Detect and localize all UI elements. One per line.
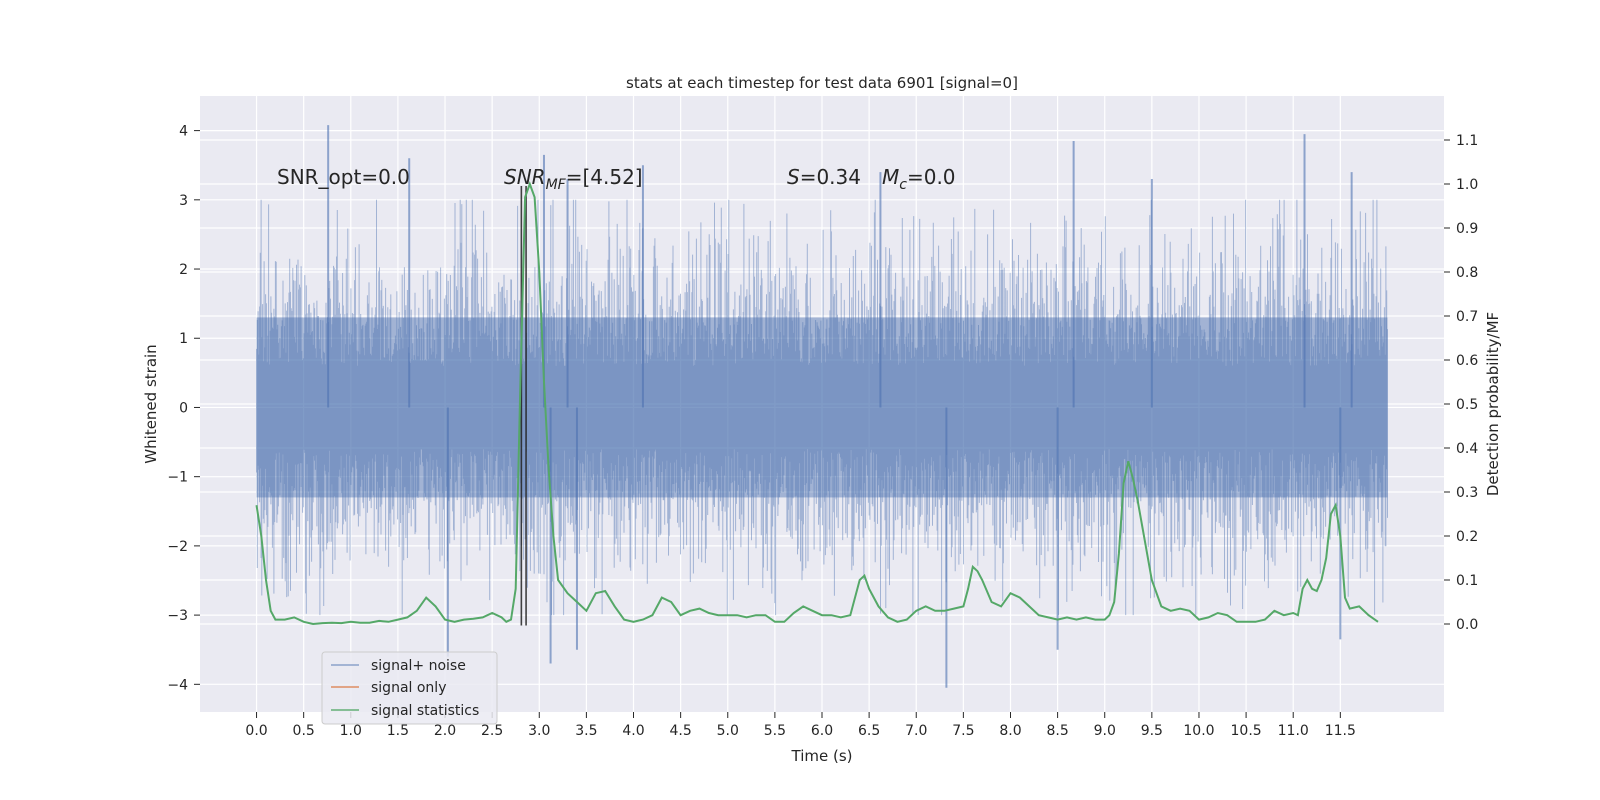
x-tick-label: 2.0 (434, 723, 456, 739)
x-tick-label: 9.0 (1094, 723, 1116, 739)
annotation-snr-mf-sub: MF (546, 177, 567, 193)
x-tick-label: 7.5 (952, 723, 974, 739)
signal-statistics-line (255, 181, 1379, 626)
legend-box (321, 651, 498, 725)
y2-tick-label: 0.8 (1456, 265, 1478, 281)
annotation-snr-mf: SNRMF=[4.52] (504, 165, 643, 193)
vertical-markers (520, 185, 527, 626)
y-axis-label: Whitened strain (142, 344, 160, 463)
y-tick-label: 2 (179, 262, 188, 278)
x-tick-label: 7.0 (905, 723, 927, 739)
legend-label-signal-noise: signal+ noise (371, 658, 466, 674)
y2-axis-label: Detection probability/MF (1484, 312, 1502, 496)
x-axis-label: Time (s) (791, 747, 853, 765)
y2-tick-label: 0.6 (1456, 353, 1478, 369)
annotation-snr-mf-value: =[4.52] (566, 165, 643, 189)
annotation-mc: Mc=0.0 (882, 165, 956, 193)
annotations: SNR_opt=0.0 SNRMF=[4.52] S=0.34 Mc=0.0 (277, 165, 956, 193)
annotation-snr-opt: SNR_opt=0.0 (277, 165, 410, 189)
y2-axis-ticks: 1.1 1.0 0.9 0.8 0.7 0.6 0.5 0.4 0.3 0.2 0.1 0.0 (1444, 133, 1478, 633)
x-tick-label: 11.0 (1278, 723, 1309, 739)
y-tick-label: 3 (179, 193, 188, 209)
y-axis-ticks: 4 3 2 1 0 −1 −2 −3 −4 (167, 124, 200, 693)
x-tick-label: 11.5 (1325, 723, 1356, 739)
annotation-snr-mf-main: SNR (504, 165, 546, 189)
y2-tick-label: 0.9 (1456, 221, 1478, 237)
annotation-s: S=0.34 (787, 165, 861, 189)
legend: signal+ noise signal only signal statist… (321, 651, 498, 725)
x-tick-label: 0.0 (245, 723, 267, 739)
y-tick-label: −1 (167, 470, 188, 486)
annotation-mc-main: M (882, 165, 899, 189)
x-tick-label: 8.0 (999, 723, 1021, 739)
x-tick-label: 10.0 (1183, 723, 1214, 739)
x-tick-label: 5.5 (764, 723, 786, 739)
y2-tick-label: 0.4 (1456, 441, 1478, 457)
chart-title: stats at each timestep for test data 690… (626, 74, 1018, 92)
y2-tick-label: 0.7 (1456, 309, 1478, 325)
x-tick-label: 5.0 (717, 723, 739, 739)
annotation-mc-value: =0.0 (907, 165, 956, 189)
x-tick-label: 8.5 (1046, 723, 1068, 739)
y-tick-label: −3 (167, 608, 188, 624)
x-tick-label: 1.0 (340, 723, 362, 739)
annotation-mc-sub: c (899, 177, 907, 193)
x-tick-label: 3.5 (575, 723, 597, 739)
x-tick-label: 9.5 (1141, 723, 1163, 739)
x-tick-label: 3.0 (528, 723, 550, 739)
x-tick-label: 10.5 (1231, 723, 1262, 739)
x-tick-label: 4.5 (670, 723, 692, 739)
series-signal-statistics (255, 181, 1379, 626)
noise-trace (256, 199, 1388, 616)
annotation-s-value: =0.34 (800, 165, 861, 189)
y-tick-label: 0 (179, 400, 188, 416)
noise-core (256, 317, 1388, 498)
x-tick-label: 4.0 (622, 723, 644, 739)
y2-tick-label: 0.5 (1456, 397, 1478, 413)
y-tick-label: −4 (167, 677, 188, 693)
legend-label-signal-statistics: signal statistics (371, 703, 479, 719)
y2-tick-label: 0.0 (1456, 617, 1478, 633)
y-tick-label: −2 (167, 539, 188, 555)
x-tick-label: 6.5 (858, 723, 880, 739)
x-tick-label: 2.5 (481, 723, 503, 739)
legend-label-signal-only: signal only (371, 680, 446, 696)
x-tick-label: 6.0 (811, 723, 833, 739)
y-tick-label: 4 (179, 124, 188, 140)
x-axis-ticks: 0.0 0.5 1.0 1.5 2.0 2.5 3.0 3.5 4.0 4.5 5.0 5.5 6.0 6… (245, 712, 1356, 739)
y-tick-label: 1 (179, 331, 188, 347)
x-tick-label: 0.5 (293, 723, 315, 739)
annotation-s-symbol: S (787, 165, 800, 189)
y2-tick-label: 0.3 (1456, 485, 1478, 501)
y2-tick-label: 0.1 (1456, 573, 1478, 589)
y2-tick-label: 1.0 (1456, 177, 1478, 193)
x-tick-label: 1.5 (387, 723, 409, 739)
y2-tick-label: 1.1 (1456, 133, 1478, 149)
y2-tick-label: 0.2 (1456, 529, 1478, 545)
